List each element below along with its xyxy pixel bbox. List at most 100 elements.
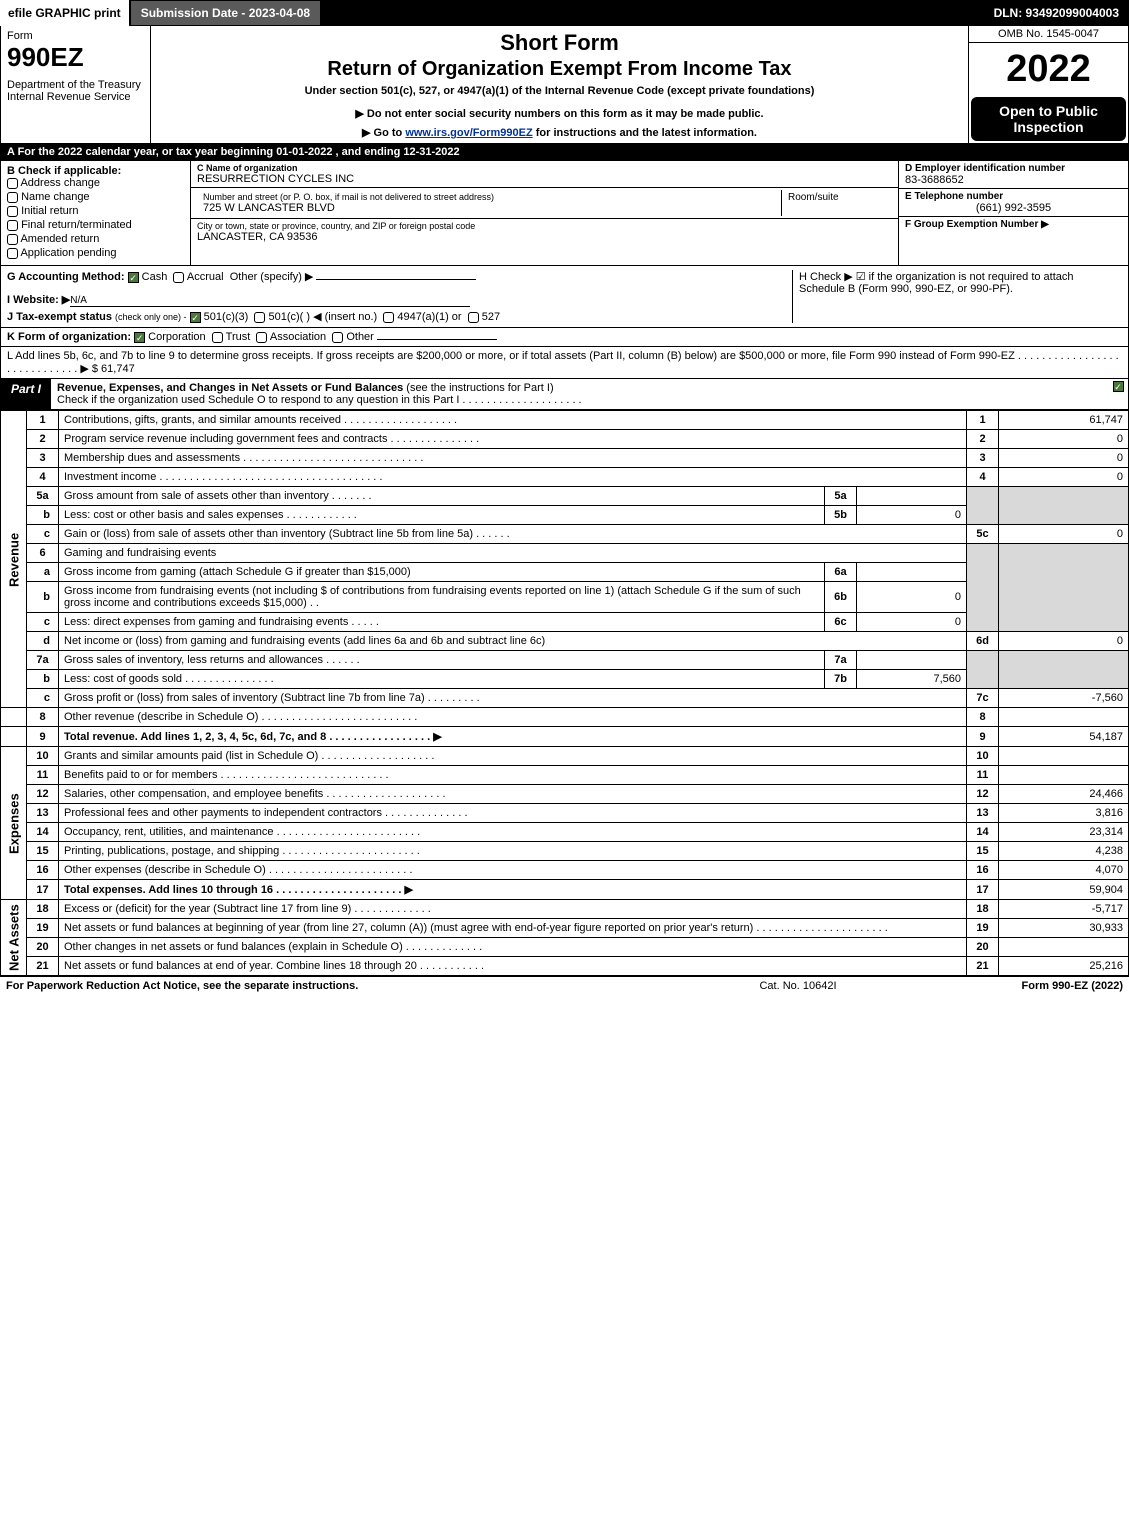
goto-post: for instructions and the latest informat… (533, 127, 757, 139)
l18-val: -5,717 (999, 900, 1129, 919)
l9-val: 54,187 (999, 727, 1129, 747)
cb-other-org-label: Other (346, 331, 374, 343)
line-5a: 5a Gross amount from sale of assets othe… (1, 487, 1129, 506)
cb-amended-return-label: Amended return (20, 233, 99, 245)
l11-num: 11 (27, 766, 59, 785)
l18-num: 18 (27, 900, 59, 919)
l7b-mid: 7b (825, 670, 857, 689)
irs-link[interactable]: www.irs.gov/Form990EZ (405, 127, 532, 139)
l19-rnum: 19 (967, 919, 999, 938)
street: 725 W LANCASTER BLVD (203, 202, 775, 214)
footer-catno: Cat. No. 10642I (673, 980, 923, 992)
part-i-header: Part I Revenue, Expenses, and Changes in… (0, 379, 1129, 410)
cb-address-change[interactable] (7, 178, 18, 189)
l19-val: 30,933 (999, 919, 1129, 938)
l6c-mid: 6c (825, 613, 857, 632)
cb-name-change[interactable] (7, 192, 18, 203)
k-label: K Form of organization: (7, 331, 131, 343)
street-block: Number and street (or P. O. box, if mail… (191, 188, 898, 219)
cb-amended-return[interactable] (7, 234, 18, 245)
l14-desc: Occupancy, rent, utilities, and maintena… (59, 823, 967, 842)
l14-rnum: 14 (967, 823, 999, 842)
l5b-num: b (27, 506, 59, 525)
l21-rnum: 21 (967, 957, 999, 976)
l4-num: 4 (27, 468, 59, 487)
row-k: K Form of organization: ✓ Corporation Tr… (0, 328, 1129, 347)
cb-cash[interactable]: ✓ (128, 272, 139, 283)
line-11: 11 Benefits paid to or for members . . .… (1, 766, 1129, 785)
website-value: N/A (70, 295, 470, 307)
col-d: D Employer identification number 83-3688… (898, 161, 1128, 265)
section-bcd: B Check if applicable: Address change Na… (0, 161, 1129, 266)
cb-corporation[interactable]: ✓ (134, 332, 145, 343)
l6d-num: d (27, 632, 59, 651)
cb-initial-return[interactable] (7, 206, 18, 217)
l9-rnum: 9 (967, 727, 999, 747)
omb-number: OMB No. 1545-0047 (969, 26, 1128, 43)
l5b-mval: 0 (857, 506, 967, 525)
l20-num: 20 (27, 938, 59, 957)
h-text: H Check ▶ ☑ if the organization is not r… (792, 270, 1122, 323)
group-exemption-label: F Group Exemption Number ▶ (905, 219, 1122, 230)
l2-num: 2 (27, 430, 59, 449)
tax-year: 2022 (969, 43, 1128, 95)
cb-association[interactable] (256, 332, 267, 343)
l8-rnum: 8 (967, 708, 999, 727)
cb-final-return[interactable] (7, 220, 18, 231)
line-10: Expenses 10 Grants and similar amounts p… (1, 747, 1129, 766)
cb-cash-label: Cash (142, 271, 168, 283)
form-note: ▶ Do not enter social security numbers o… (161, 107, 958, 120)
l6b-num: b (27, 582, 59, 613)
cb-application-pending[interactable] (7, 248, 18, 259)
cb-501c[interactable] (254, 312, 265, 323)
cb-4947[interactable] (383, 312, 394, 323)
l16-num: 16 (27, 861, 59, 880)
line-6: 6 Gaming and fundraising events (1, 544, 1129, 563)
cb-initial-return-label: Initial return (21, 205, 78, 217)
l5c-rnum: 5c (967, 525, 999, 544)
cb-trust[interactable] (212, 332, 223, 343)
l12-num: 12 (27, 785, 59, 804)
l15-desc: Printing, publications, postage, and shi… (59, 842, 967, 861)
l5a-num: 5a (27, 487, 59, 506)
line-4: 4 Investment income . . . . . . . . . . … (1, 468, 1129, 487)
efile-print-link[interactable]: efile GRAPHIC print (0, 0, 130, 26)
l11-rnum: 11 (967, 766, 999, 785)
l7b-mval: 7,560 (857, 670, 967, 689)
city: LANCASTER, CA 93536 (197, 231, 892, 243)
cb-corporation-label: Corporation (148, 331, 205, 343)
cb-other-org[interactable] (332, 332, 343, 343)
room-suite-label: Room/suite (782, 190, 892, 216)
line-14: 14 Occupancy, rent, utilities, and maint… (1, 823, 1129, 842)
l16-desc: Other expenses (describe in Schedule O) … (59, 861, 967, 880)
l19-num: 19 (27, 919, 59, 938)
cb-accrual-label: Accrual (187, 271, 224, 283)
l3-val: 0 (999, 449, 1129, 468)
cb-501c3[interactable]: ✓ (190, 312, 201, 323)
line-15: 15 Printing, publications, postage, and … (1, 842, 1129, 861)
l6d-desc: Net income or (loss) from gaming and fun… (59, 632, 967, 651)
phone-label: E Telephone number (905, 191, 1122, 202)
l12-rnum: 12 (967, 785, 999, 804)
cb-schedule-o[interactable]: ✓ (1113, 381, 1124, 392)
cb-application-pending-label: Application pending (20, 247, 116, 259)
cb-accrual[interactable] (173, 272, 184, 283)
g-other-input[interactable] (316, 279, 476, 280)
line-3: 3 Membership dues and assessments . . . … (1, 449, 1129, 468)
row-l: L Add lines 5b, 6c, and 7b to line 9 to … (0, 347, 1129, 379)
cb-527[interactable] (468, 312, 479, 323)
l12-val: 24,466 (999, 785, 1129, 804)
l2-val: 0 (999, 430, 1129, 449)
k-other-input[interactable] (377, 339, 497, 340)
j-label: J Tax-exempt status (7, 311, 112, 323)
line-17: 17 Total expenses. Add lines 10 through … (1, 880, 1129, 900)
l14-val: 23,314 (999, 823, 1129, 842)
line-18: Net Assets 18 Excess or (deficit) for th… (1, 900, 1129, 919)
l6d-rnum: 6d (967, 632, 999, 651)
line-2: 2 Program service revenue including gove… (1, 430, 1129, 449)
line-6c: c Less: direct expenses from gaming and … (1, 613, 1129, 632)
l12-desc: Salaries, other compensation, and employ… (59, 785, 967, 804)
l10-rnum: 10 (967, 747, 999, 766)
l1-num: 1 (27, 411, 59, 430)
l7c-desc: Gross profit or (loss) from sales of inv… (59, 689, 967, 708)
